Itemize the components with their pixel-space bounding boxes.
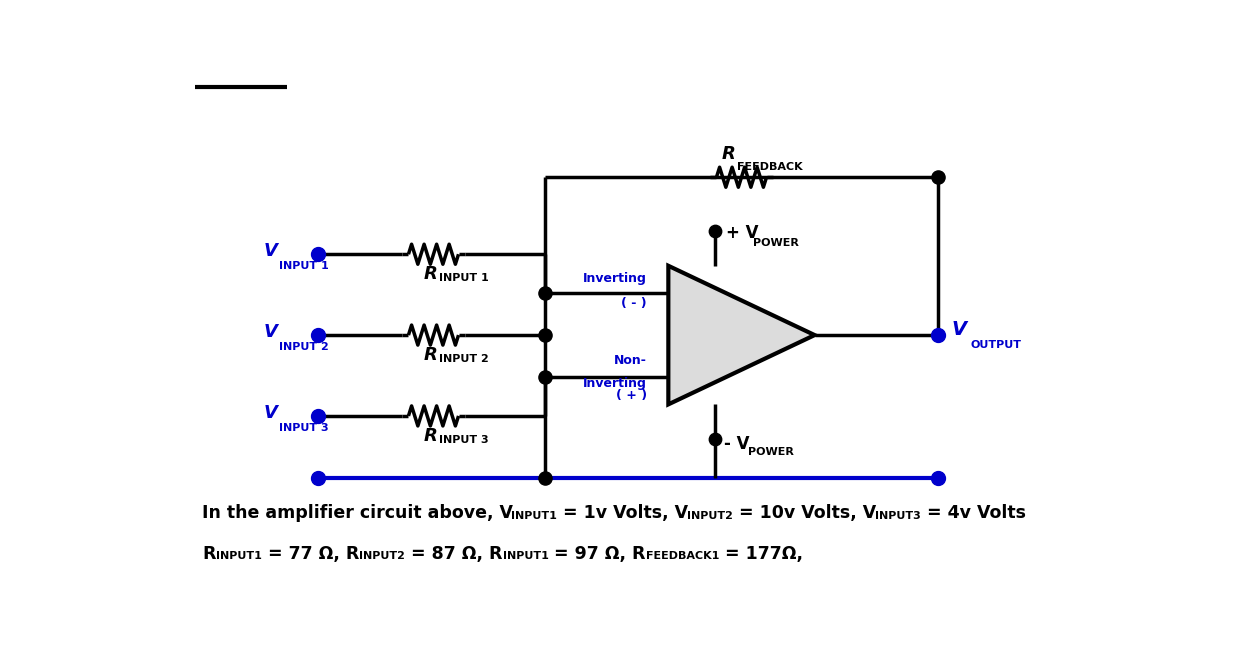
Text: POWER: POWER	[749, 447, 794, 457]
Text: Non-: Non-	[614, 354, 647, 367]
Point	[535, 330, 555, 340]
Point	[535, 287, 555, 298]
Point	[308, 249, 328, 260]
Polygon shape	[668, 265, 815, 404]
Text: = 97 Ω, R: = 97 Ω, R	[549, 545, 646, 563]
Text: INPUT 2: INPUT 2	[280, 342, 329, 352]
Point	[705, 434, 725, 444]
Text: = 177Ω,: = 177Ω,	[720, 545, 804, 563]
Text: INPUT2: INPUT2	[687, 512, 734, 522]
Point	[928, 172, 948, 183]
Text: INPUT1: INPUT1	[502, 551, 549, 561]
Text: INPUT1: INPUT1	[216, 551, 261, 561]
Text: R: R	[423, 265, 437, 283]
Text: R: R	[423, 427, 437, 445]
Text: = 1v Volts, V: = 1v Volts, V	[558, 504, 688, 522]
Point	[705, 226, 725, 236]
Text: INPUT 1: INPUT 1	[438, 273, 489, 283]
Point	[308, 410, 328, 421]
Text: Inverting: Inverting	[583, 377, 647, 390]
Point	[535, 472, 555, 483]
Text: = 10v Volts, V: = 10v Volts, V	[734, 504, 877, 522]
Point	[308, 330, 328, 340]
Point	[928, 472, 948, 483]
Text: V: V	[264, 404, 278, 422]
Text: V: V	[264, 242, 278, 260]
Text: INPUT3: INPUT3	[875, 512, 921, 522]
Text: R: R	[423, 346, 437, 364]
Text: FEEDBACK1: FEEDBACK1	[646, 551, 720, 561]
Text: INPUT 3: INPUT 3	[280, 423, 329, 433]
Text: R: R	[721, 146, 735, 164]
Text: V: V	[952, 320, 967, 339]
Text: ( + ): ( + )	[615, 389, 647, 402]
Text: INPUT 3: INPUT 3	[438, 435, 489, 445]
Text: ( - ): ( - )	[622, 297, 647, 310]
Text: - V: - V	[723, 436, 750, 453]
Text: INPUT2: INPUT2	[359, 551, 406, 561]
Text: + V: + V	[726, 224, 759, 242]
Text: R: R	[202, 545, 216, 563]
Text: FEEDBACK: FEEDBACK	[737, 162, 803, 172]
Text: INPUT 2: INPUT 2	[438, 354, 489, 364]
Text: INPUT 1: INPUT 1	[280, 261, 329, 271]
Text: POWER: POWER	[754, 238, 799, 248]
Text: = 4v Volts: = 4v Volts	[921, 504, 1026, 522]
Point	[308, 472, 328, 483]
Text: In the amplifier circuit above, V: In the amplifier circuit above, V	[202, 504, 514, 522]
Text: = 77 Ω, R: = 77 Ω, R	[261, 545, 359, 563]
Point	[928, 330, 948, 340]
Point	[535, 372, 555, 383]
Text: = 87 Ω, R: = 87 Ω, R	[406, 545, 502, 563]
Text: OUTPUT: OUTPUT	[970, 340, 1021, 350]
Text: Inverting: Inverting	[583, 272, 647, 285]
Text: V: V	[264, 323, 278, 341]
Text: INPUT1: INPUT1	[511, 512, 558, 522]
